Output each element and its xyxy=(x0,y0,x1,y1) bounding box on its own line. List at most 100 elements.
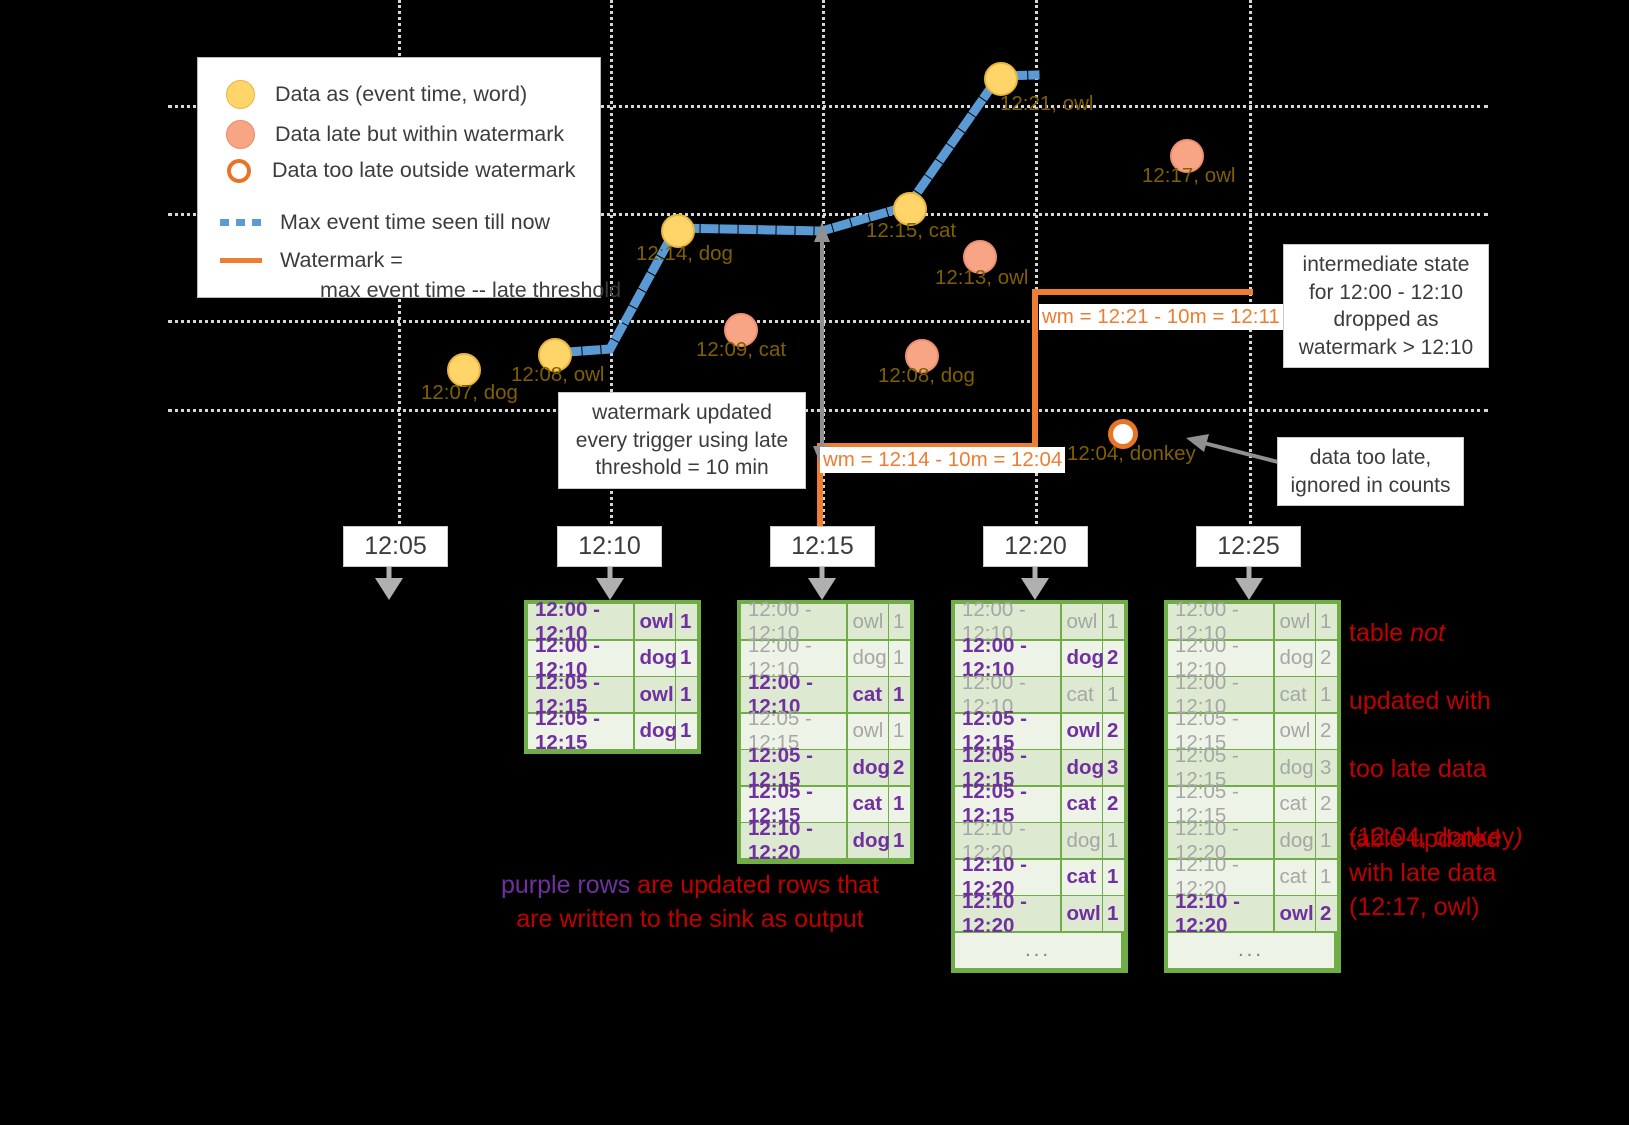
table-row: 12:05 - 12:15 owl 1 xyxy=(741,707,910,754)
table-row: 12:05 - 12:15 dog 3 xyxy=(1168,744,1337,791)
table-cell-window: 12:05 - 12:15 xyxy=(741,780,846,827)
callout-data-too-late: data too late, ignored in counts xyxy=(1277,437,1464,506)
table-cell-word: owl xyxy=(1274,896,1315,931)
table-row: 12:10 - 12:20 cat 1 xyxy=(1168,853,1337,900)
legend-item-too-late: Data too late outside watermark xyxy=(227,158,576,183)
too-late-arrow xyxy=(1199,440,1279,464)
table-row: 12:10 - 12:20 cat 1 xyxy=(955,853,1124,900)
data-point-label-1208-owl: 12:08, owl xyxy=(511,363,605,386)
watermark-label-1211: wm = 12:21 - 10m = 12:11 xyxy=(1039,304,1283,330)
trigger-time-1220[interactable]: 12:20 xyxy=(983,526,1088,567)
note-not-updated-line1-prefix: table xyxy=(1349,619,1411,647)
watermark-label-1204: wm = 12:14 - 10m = 12:04 xyxy=(820,447,1066,473)
blue-dashed-line-icon xyxy=(220,219,262,226)
table-cell-word: cat xyxy=(847,677,888,712)
table-cell-word: dog xyxy=(1061,640,1104,676)
legend-panel: Data as (event time, word) Data late but… xyxy=(197,57,621,302)
data-point-1208-owl xyxy=(538,338,572,372)
orange-solid-line-icon xyxy=(220,258,262,263)
table-row: 12:05 - 12:15 dog 2 xyxy=(741,744,910,791)
table-cell-count: 1 xyxy=(676,604,697,639)
table-row: 12:10 - 12:20 dog 1 xyxy=(741,817,910,864)
note-purple-rows-tail: are updated rows that xyxy=(630,871,879,899)
table-cell-word: dog xyxy=(847,823,890,858)
data-point-label-1221-owl: 12:21, owl xyxy=(1000,92,1094,115)
table-cell-window: 12:05 - 12:15 xyxy=(1168,744,1273,791)
table-cell-count: 1 xyxy=(676,640,697,676)
table-row: 12:00 - 12:10 owl 1 xyxy=(955,598,1124,645)
table-cell-window: 12:00 - 12:10 xyxy=(741,634,846,681)
table-cell-count: 2 xyxy=(889,750,910,785)
table-cell-word: owl xyxy=(1061,896,1102,931)
filled-yellow-circle-icon xyxy=(226,80,255,109)
table-row: 12:00 - 12:10 dog 2 xyxy=(1168,634,1337,681)
data-point-1208-dog xyxy=(905,339,939,373)
table-cell-count: 2 xyxy=(1103,640,1124,676)
table-cell-word: dog xyxy=(634,713,677,749)
table-cell-word: owl xyxy=(1061,713,1102,749)
table-cell-count: 1 xyxy=(889,786,910,822)
table-cell-count: 1 xyxy=(1316,677,1337,712)
table-cell-window: 12:10 - 12:20 xyxy=(955,853,1060,900)
table-cell-word: dog xyxy=(1274,823,1315,858)
table-row: 12:05 - 12:15 cat 2 xyxy=(955,780,1124,827)
trigger-time-1205[interactable]: 12:05 xyxy=(343,526,448,567)
legend-label-watermark-formula: max event time -- late threshold xyxy=(320,278,622,302)
table-row: 12:00 - 12:10 cat 1 xyxy=(955,671,1124,718)
table-cell-count: 3 xyxy=(1316,750,1337,785)
trigger-time-1210[interactable]: 12:10 xyxy=(557,526,662,567)
table-cell-count: 2 xyxy=(1316,640,1337,676)
data-point-1209-cat xyxy=(724,313,758,347)
trigger-time-1215[interactable]: 12:15 xyxy=(770,526,875,567)
table-cell-window: 12:05 - 12:15 xyxy=(955,744,1060,791)
table-row: 12:00 - 12:10 owl 1 xyxy=(1168,598,1337,645)
table-row: 12:05 - 12:15 dog 3 xyxy=(955,744,1124,791)
table-cell-count: 1 xyxy=(1103,677,1124,712)
table-cell-count: 1 xyxy=(1103,604,1124,639)
table-cell-word: cat xyxy=(1274,859,1315,895)
result-table-1225: 12:00 - 12:10 owl 1 12:00 - 12:10 dog 2 12:00 … xyxy=(1164,598,1341,973)
table-cell-window: 12:05 - 12:15 xyxy=(955,780,1060,827)
table-cell-count: 2 xyxy=(1316,786,1337,822)
result-table-1215: 12:00 - 12:10 owl 1 12:00 - 12:10 dog 1 12:00 … xyxy=(737,598,914,864)
data-point-1221-owl xyxy=(984,62,1018,96)
table-cell-word: dog xyxy=(1061,750,1104,785)
table-row: 12:10 - 12:20 dog 1 xyxy=(1168,817,1337,864)
filled-salmon-circle-icon xyxy=(226,120,255,149)
table-cell-word: cat xyxy=(1274,677,1315,712)
table-cell-window: 12:00 - 12:10 xyxy=(955,671,1060,718)
table-cell-word: cat xyxy=(1061,786,1102,822)
table-cell-window: 12:10 - 12:20 xyxy=(955,890,1060,937)
table-cell-word: cat xyxy=(1274,786,1315,822)
note-purple-rows-legend: purple rows are updated rows that are wr… xyxy=(460,868,920,936)
table-cell-word: dog xyxy=(1061,823,1102,858)
table-cell-window: 12:05 - 12:15 xyxy=(955,707,1060,754)
note-purple-rows-line2: are written to the sink as output xyxy=(516,905,864,933)
data-point-label-1208-dog: 12:08, dog xyxy=(878,364,975,387)
table-cell-count: 1 xyxy=(889,713,910,749)
data-point-label-1207-dog: 12:07, dog xyxy=(421,381,518,404)
legend-item-watermark: Watermark = xyxy=(220,248,403,273)
table-row: 12:00 - 12:10 owl 1 xyxy=(528,598,697,645)
table-cell-window: 12:10 - 12:20 xyxy=(955,817,1060,864)
table-cell-window: 12:00 - 12:10 xyxy=(1168,598,1273,645)
gridline-vertical-1225 xyxy=(1249,0,1252,530)
table-cell-word: owl xyxy=(847,713,888,749)
table-row: 12:00 - 12:10 dog 2 xyxy=(955,634,1124,681)
callout-watermark-update: watermark updated every trigger using la… xyxy=(558,392,806,489)
note-not-updated-italic: not xyxy=(1410,619,1445,647)
table-cell-word: owl xyxy=(1061,604,1102,639)
table-cell-window: 12:05 - 12:15 xyxy=(741,744,846,791)
note-table-not-updated: table not updated with too late data (12… xyxy=(1349,582,1523,854)
table-cell-window: 12:10 - 12:20 xyxy=(741,817,846,864)
table-cell-count: 1 xyxy=(1316,823,1337,858)
note-not-updated-line4: (12:04, donkey) xyxy=(1349,823,1523,851)
data-point-label-1217-owl: 12:17, owl xyxy=(1142,164,1236,187)
trigger-time-1225[interactable]: 12:25 xyxy=(1196,526,1301,567)
table-cell-window: 12:00 - 12:10 xyxy=(528,598,633,645)
table-row: 12:05 - 12:15 cat 1 xyxy=(741,780,910,827)
trigger-arrows xyxy=(375,566,1263,600)
table-row: ... xyxy=(955,932,1124,970)
table-row: 12:00 - 12:10 cat 1 xyxy=(741,671,910,718)
table-cell-window: 12:05 - 12:15 xyxy=(741,707,846,754)
